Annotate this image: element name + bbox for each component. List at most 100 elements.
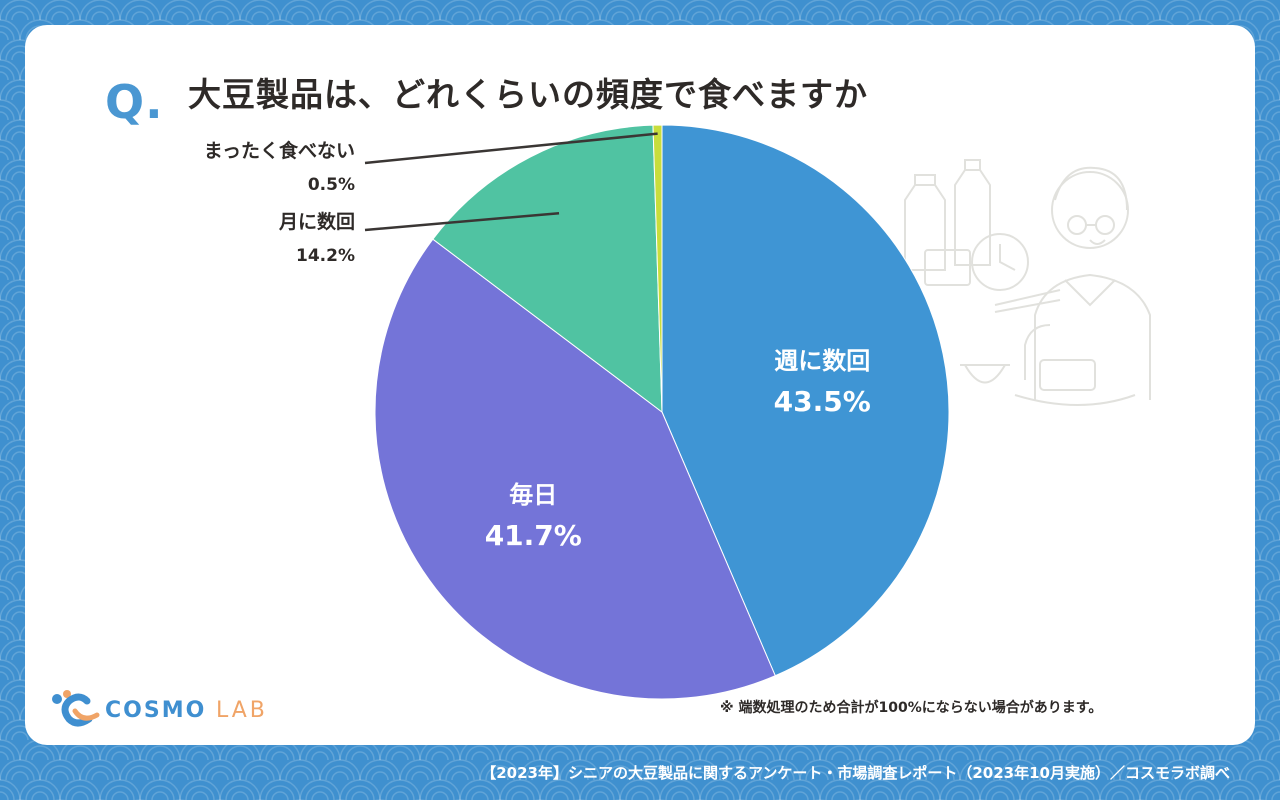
wave-arc <box>1031 791 1049 800</box>
wave-arc <box>1091 11 1109 21</box>
wave-arc <box>1265 145 1280 161</box>
wave-arc <box>0 385 15 401</box>
wave-arc <box>559 0 601 21</box>
wave-arc <box>1271 591 1280 601</box>
wave-arc <box>451 11 469 21</box>
wave-arc <box>831 791 849 800</box>
wave-arc <box>1105 745 1135 761</box>
wave-arc <box>0 345 15 361</box>
wave-arc <box>1271 671 1280 681</box>
wave-arc <box>425 745 455 761</box>
wave-arc <box>1271 791 1280 800</box>
wave-arc <box>1111 791 1129 800</box>
wave-arc <box>919 0 961 21</box>
wave-arc <box>1271 351 1280 361</box>
wave-arc <box>1251 11 1269 21</box>
wave-arc <box>991 751 1009 761</box>
wave-arc <box>0 465 15 481</box>
wave-arc <box>991 791 1009 800</box>
wave-arc <box>911 791 929 800</box>
wave-arc <box>945 785 975 800</box>
wave-arc <box>805 5 835 21</box>
wave-arc <box>431 791 449 800</box>
wave-arc <box>239 0 281 21</box>
wave-arc <box>351 791 369 800</box>
wave-arc <box>65 785 95 800</box>
wave-arc <box>1259 299 1280 321</box>
wave-arc <box>485 5 515 21</box>
slice-label-never: まったく食べない <box>204 139 355 162</box>
wave-arc <box>0 185 15 201</box>
wave-arc <box>25 745 55 761</box>
wave-arc <box>439 0 481 21</box>
wave-arc <box>785 745 815 761</box>
wave-arc <box>1265 345 1280 361</box>
wave-arc <box>0 631 9 641</box>
wave-arc <box>371 771 389 781</box>
wave-arc <box>685 5 715 21</box>
wave-arc <box>365 5 395 21</box>
wave-arc <box>0 339 21 361</box>
wave-arc <box>131 11 149 21</box>
wave-arc <box>0 31 9 41</box>
wave-arc <box>231 751 249 761</box>
wave-arc <box>391 791 409 800</box>
wave-arc <box>1259 539 1280 561</box>
wave-arc <box>1105 785 1135 800</box>
wave-arc <box>0 585 15 601</box>
slice-label-daily: 毎日 <box>509 481 557 509</box>
wave-arc <box>839 0 881 21</box>
wave-arc <box>0 19 21 41</box>
wave-arc <box>825 745 855 761</box>
wave-arc <box>665 745 695 761</box>
wave-arc <box>711 751 729 761</box>
wave-arc <box>0 539 21 561</box>
wave-arc <box>1025 745 1055 761</box>
wave-arc <box>245 765 275 781</box>
wave-arc <box>791 791 809 800</box>
wave-arc <box>505 785 535 800</box>
wave-arc <box>505 745 535 761</box>
wave-arc <box>171 11 189 21</box>
wave-arc <box>0 231 9 241</box>
wave-arc <box>1259 499 1280 521</box>
wave-arc <box>425 785 455 800</box>
wave-arc <box>1131 11 1149 21</box>
wave-arc <box>645 5 675 21</box>
wave-arc <box>345 745 375 761</box>
wave-arc <box>1119 0 1161 21</box>
wave-arc <box>11 11 29 21</box>
wave-arc <box>605 5 635 21</box>
wave-arc <box>705 745 735 761</box>
wave-arc <box>745 785 775 800</box>
wave-arc <box>1191 791 1209 800</box>
wave-arc <box>799 0 841 21</box>
wave-arc <box>1259 179 1280 201</box>
wave-arc <box>1259 19 1280 41</box>
wave-arc <box>365 765 395 781</box>
wave-arc <box>705 785 735 800</box>
wave-arc <box>0 105 15 121</box>
wave-arc <box>265 745 295 761</box>
wave-arc <box>1259 379 1280 401</box>
source-caption: 【2023年】シニアの大豆製品に関するアンケート・市場調査レポート（2023年1… <box>481 764 1230 782</box>
wave-arc <box>0 751 9 761</box>
wave-arc <box>1231 791 1249 800</box>
wave-arc <box>0 579 21 601</box>
wave-arc <box>1251 771 1269 781</box>
wave-arc <box>325 765 355 781</box>
wave-arc <box>565 5 595 21</box>
wave-arc <box>1265 225 1280 241</box>
wave-arc <box>245 5 275 21</box>
wave-arc <box>1259 139 1280 161</box>
wave-arc <box>51 11 69 21</box>
wave-arc <box>625 785 655 800</box>
wave-arc <box>0 391 9 401</box>
wave-arc <box>51 771 69 781</box>
wave-arc <box>1211 11 1229 21</box>
wave-arc <box>1259 339 1280 361</box>
wave-arc <box>785 785 815 800</box>
wave-arc <box>225 785 255 800</box>
wave-arc <box>311 791 329 800</box>
wave-arc <box>285 5 315 21</box>
